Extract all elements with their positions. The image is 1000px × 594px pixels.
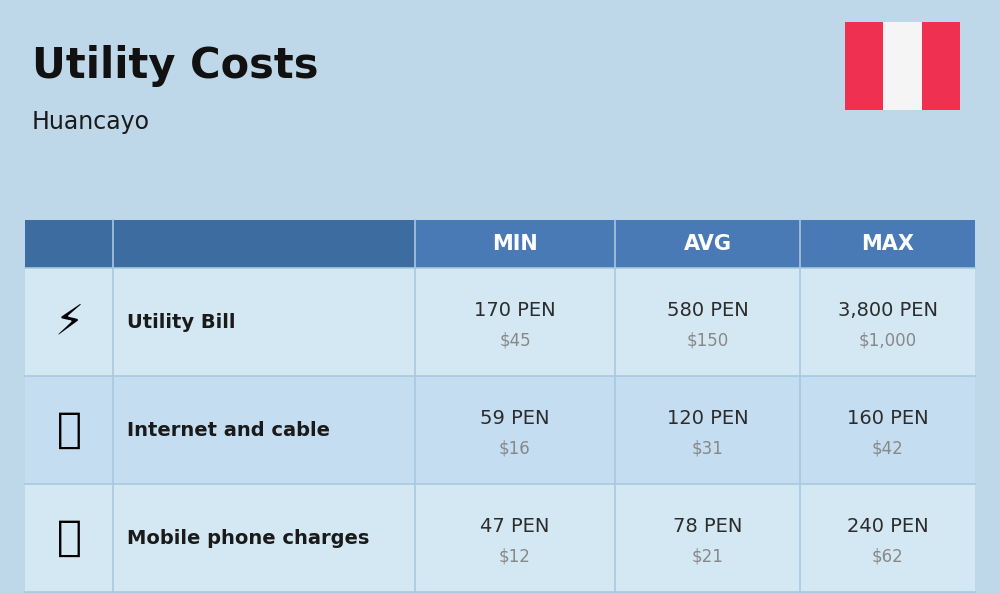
Text: 59 PEN: 59 PEN xyxy=(480,409,550,428)
Text: $12: $12 xyxy=(499,547,531,565)
Text: $1,000: $1,000 xyxy=(858,331,917,349)
Text: $150: $150 xyxy=(686,331,729,349)
Bar xyxy=(922,22,960,110)
Text: MAX: MAX xyxy=(861,234,914,254)
Text: 47 PEN: 47 PEN xyxy=(480,517,550,536)
Text: 120 PEN: 120 PEN xyxy=(667,409,748,428)
Text: 📱: 📱 xyxy=(56,517,82,559)
Text: ⚡: ⚡ xyxy=(54,301,84,343)
Bar xyxy=(883,22,922,110)
FancyBboxPatch shape xyxy=(35,501,103,575)
Text: Utility Costs: Utility Costs xyxy=(32,45,318,87)
Bar xyxy=(25,484,975,592)
Text: Huancayo: Huancayo xyxy=(32,110,150,134)
Bar xyxy=(845,22,883,110)
Text: 3,800 PEN: 3,800 PEN xyxy=(838,301,938,320)
Text: $62: $62 xyxy=(872,547,903,565)
Bar xyxy=(113,220,415,268)
Text: 📶: 📶 xyxy=(56,409,82,451)
Bar xyxy=(25,268,975,376)
Text: AVG: AVG xyxy=(684,234,732,254)
Text: 160 PEN: 160 PEN xyxy=(847,409,928,428)
Text: Mobile phone charges: Mobile phone charges xyxy=(127,529,369,548)
FancyBboxPatch shape xyxy=(35,393,103,467)
Text: Internet and cable: Internet and cable xyxy=(127,421,330,440)
Bar xyxy=(25,220,113,268)
Text: MIN: MIN xyxy=(492,234,538,254)
Bar xyxy=(25,376,975,484)
Text: $21: $21 xyxy=(692,547,723,565)
Text: Utility Bill: Utility Bill xyxy=(127,312,236,331)
Text: 170 PEN: 170 PEN xyxy=(474,301,556,320)
Text: $45: $45 xyxy=(499,331,531,349)
Text: 240 PEN: 240 PEN xyxy=(847,517,928,536)
Text: $42: $42 xyxy=(872,439,903,457)
Text: 78 PEN: 78 PEN xyxy=(673,517,742,536)
FancyBboxPatch shape xyxy=(35,285,103,359)
Text: 580 PEN: 580 PEN xyxy=(667,301,748,320)
Text: $16: $16 xyxy=(499,439,531,457)
Text: $31: $31 xyxy=(692,439,723,457)
Bar xyxy=(25,220,975,268)
